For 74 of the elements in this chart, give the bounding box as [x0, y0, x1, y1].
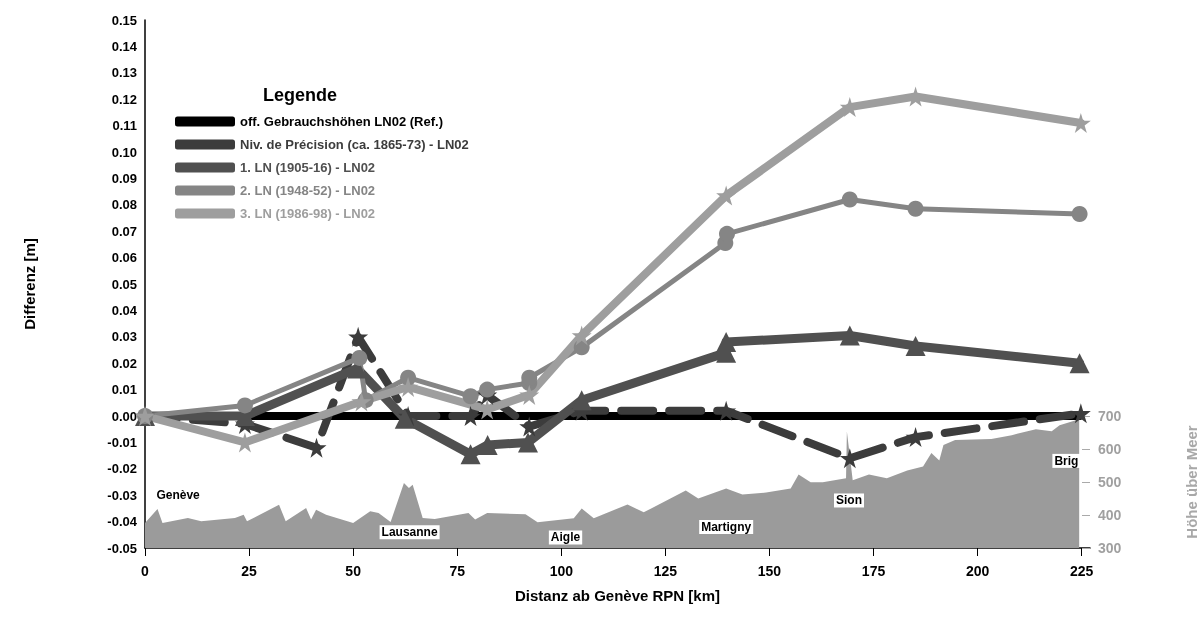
legend-label: 3. LN (1986-98) - LN02: [240, 206, 376, 221]
y-axis-title: Differenz [m]: [21, 238, 38, 330]
y-tick-label: -0.01: [107, 434, 137, 450]
point: [1069, 353, 1090, 374]
point: [841, 191, 858, 208]
point: [351, 349, 368, 366]
point: [716, 185, 737, 206]
point: [1070, 403, 1091, 424]
point: [460, 444, 481, 465]
legend-label: 2. LN (1948-52) - LN02: [240, 183, 376, 198]
point: [839, 325, 860, 346]
y-tick-label: -0.02: [107, 461, 137, 477]
y-tick-label: 0.14: [111, 38, 138, 54]
y2-axis-title: Höhe über Meer: [1182, 425, 1200, 539]
point: [351, 391, 372, 412]
y-tick-label: 0.04: [111, 302, 138, 318]
point: [1071, 206, 1088, 223]
y-tick-label: 0.10: [111, 144, 137, 160]
point: [236, 397, 253, 414]
annotation: Sion: [836, 493, 863, 508]
y2-tick-label: 300: [1098, 540, 1122, 556]
x-tick-label: 150: [757, 563, 782, 579]
y-tick-label: 0.09: [111, 170, 137, 186]
y-tick-label: 0.06: [111, 250, 137, 266]
x-tick-label: 175: [861, 563, 886, 579]
y2-tick-label: 400: [1098, 507, 1122, 523]
legend-label: 1. LN (1905-16) - LN02: [240, 160, 376, 175]
point: [348, 326, 369, 347]
legend-label: off. Gebrauchshöhen LN02 (Ref.): [240, 114, 443, 129]
legend-title: Legende: [262, 85, 338, 105]
annotation: Martigny: [701, 519, 752, 534]
point: [571, 390, 592, 411]
x-tick-label: 25: [241, 563, 258, 579]
point: [519, 384, 540, 405]
y-tick-label: 0.02: [111, 355, 137, 371]
y-tick-label: 0.00: [111, 408, 137, 424]
y2-tick-label: 700: [1098, 408, 1122, 424]
y-tick-label: -0.04: [107, 514, 138, 530]
y-tick-label: -0.05: [107, 540, 137, 556]
x-tick-label: 200: [965, 563, 990, 579]
point: [398, 376, 419, 397]
x-axis-title: Distanz ab Genève RPN [km]: [514, 587, 721, 604]
x-tick-label: 50: [345, 563, 362, 579]
legend-label: Niv. de Précision (ca. 1865-73) - LN02: [240, 137, 469, 152]
y-tick-label: 0.13: [111, 65, 137, 81]
annotation: Aigle: [550, 530, 581, 545]
y-tick-label: 0.11: [112, 118, 137, 134]
y-tick-label: -0.03: [107, 487, 137, 503]
x-tick-label: 100: [549, 563, 574, 579]
x-tick-label: 225: [1069, 563, 1094, 579]
y-tick-label: 0.03: [111, 329, 137, 345]
annotation: Lausanne: [381, 525, 438, 540]
y-tick-label: 0.01: [111, 382, 137, 398]
y-tick-label: 0.08: [111, 197, 137, 213]
x-tick-label: 0: [141, 563, 150, 579]
x-tick-label: 75: [449, 563, 466, 579]
point: [462, 388, 479, 405]
x-tick-label: 125: [653, 563, 678, 579]
point: [477, 435, 498, 456]
y-tick-label: 0.15: [111, 12, 137, 28]
annotation: Genève: [156, 488, 201, 503]
y2-tick-label: 500: [1098, 474, 1122, 490]
point: [716, 332, 737, 353]
y-tick-label: 0.07: [111, 223, 137, 239]
point: [907, 200, 924, 217]
y2-tick-label: 600: [1098, 441, 1122, 457]
point: [571, 325, 592, 346]
y-tick-label: 0.12: [111, 91, 137, 107]
point: [518, 432, 538, 453]
annotation: Brig: [1054, 453, 1079, 468]
point: [719, 225, 735, 242]
point: [479, 381, 496, 398]
point: [905, 336, 926, 357]
y-tick-label: 0.05: [111, 276, 137, 292]
